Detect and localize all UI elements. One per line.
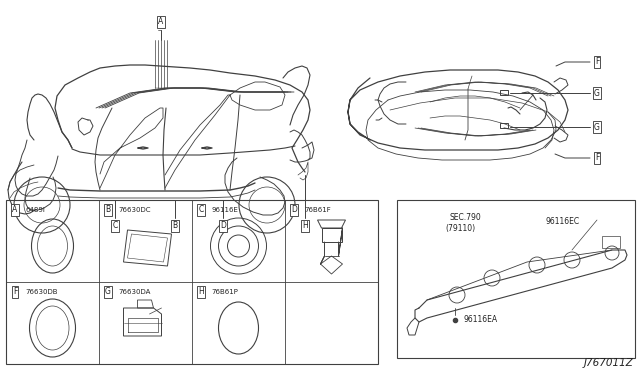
Text: A: A	[12, 205, 18, 215]
Text: 76B61P: 76B61P	[211, 289, 238, 295]
Text: (79110): (79110)	[445, 224, 475, 232]
Text: C: C	[198, 205, 204, 215]
Text: 96116EC: 96116EC	[545, 218, 579, 227]
Text: 6489I: 6489I	[25, 207, 45, 213]
Text: H: H	[302, 221, 308, 231]
Text: 76B61F: 76B61F	[304, 207, 331, 213]
Text: SEC.790: SEC.790	[449, 214, 481, 222]
Text: 76630DA: 76630DA	[118, 289, 150, 295]
Text: J767011Z: J767011Z	[584, 358, 634, 368]
Text: G: G	[105, 288, 111, 296]
Text: G: G	[594, 122, 600, 131]
Bar	[6, 200, 378, 364]
Text: F: F	[13, 288, 17, 296]
Text: 96116E: 96116E	[211, 207, 238, 213]
Text: D: D	[291, 205, 297, 215]
Text: F: F	[595, 154, 599, 163]
Bar	[500, 90, 508, 95]
Text: F: F	[595, 58, 599, 67]
Text: 76630DC: 76630DC	[118, 207, 150, 213]
Bar	[500, 123, 508, 128]
Text: C: C	[113, 221, 118, 231]
Text: 76630DB: 76630DB	[25, 289, 58, 295]
Text: D: D	[220, 221, 226, 231]
Bar	[602, 236, 620, 248]
Text: B: B	[106, 205, 111, 215]
Bar	[397, 200, 635, 358]
Text: A: A	[158, 17, 164, 26]
Text: B: B	[172, 221, 177, 231]
Text: 96116EA: 96116EA	[463, 315, 497, 324]
Text: G: G	[594, 89, 600, 97]
Text: H: H	[198, 288, 204, 296]
